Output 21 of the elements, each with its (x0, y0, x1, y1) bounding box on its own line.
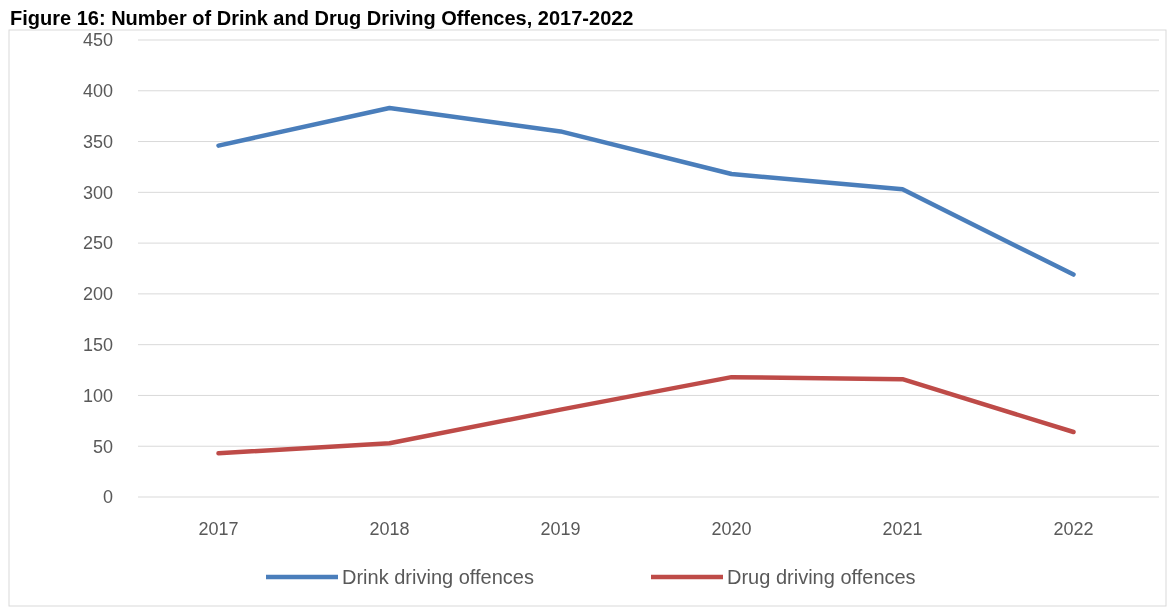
y-tick-label: 200 (82, 284, 113, 305)
y-tick-label: 50 (92, 436, 113, 457)
x-tick-label: 2019 (540, 519, 581, 539)
y-tick-label: 450 (82, 30, 113, 51)
line-series (216, 374, 1076, 456)
y-tick-label: 300 (82, 182, 113, 203)
x-tick-label: 2021 (882, 519, 923, 539)
x-tick-label: 2022 (1053, 519, 1094, 539)
line-series (216, 105, 1076, 277)
y-tick-label: 100 (82, 385, 113, 406)
legend-label: Drug driving offences (727, 566, 916, 588)
x-tick-label: 2017 (198, 519, 239, 539)
y-tick-label: 350 (82, 131, 113, 152)
chart-title: Figure 16: Number of Drink and Drug Driving Offences, 2017-2022 (10, 7, 634, 29)
y-tick-label: 400 (82, 81, 113, 102)
y-tick-label: 250 (82, 233, 113, 254)
x-tick-label: 2020 (711, 519, 752, 539)
x-tick-label: 2018 (369, 519, 410, 539)
legend-label: Drink driving offences (342, 566, 534, 588)
y-tick-label: 0 (102, 487, 113, 508)
y-tick-label: 150 (82, 334, 113, 355)
